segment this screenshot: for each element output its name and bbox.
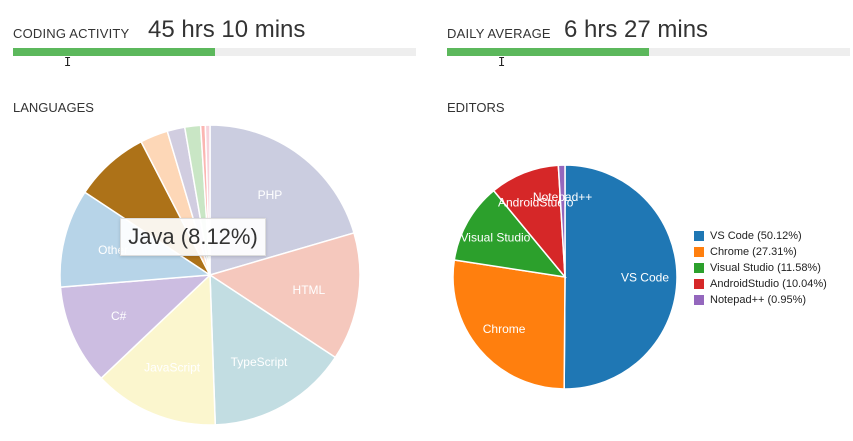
legend-swatch	[694, 231, 704, 241]
legend-swatch	[694, 279, 704, 289]
editors-slice-label: Chrome	[483, 322, 526, 336]
languages-title: LANGUAGES	[13, 100, 94, 115]
coding-activity-label: CODING ACTIVITY	[13, 26, 129, 41]
daily-average-stat: DAILY AVERAGE 6 hrs 27 mins I	[447, 12, 850, 62]
text-cursor-icon: I	[498, 56, 505, 68]
java-tooltip: Java (8.12%)	[120, 218, 266, 256]
coding-activity-value: 45 hrs 10 mins	[148, 16, 305, 44]
editors-slice-label: VS Code	[621, 270, 669, 284]
editors-title: EDITORS	[447, 100, 505, 115]
text-cursor-icon: I	[64, 56, 71, 68]
daily-average-progress-track	[447, 48, 850, 56]
languages-slice-label: TypeScript	[231, 355, 288, 369]
legend-item[interactable]: AndroidStudio (10.04%)	[694, 276, 827, 292]
languages-slice-label: PHP	[258, 188, 283, 202]
legend-item[interactable]: Chrome (27.31%)	[694, 244, 827, 260]
coding-activity-stat: CODING ACTIVITY 45 hrs 10 mins I	[13, 12, 416, 62]
legend-label: VS Code (50.12%)	[710, 230, 802, 242]
languages-slice-label: HTML	[293, 283, 326, 297]
daily-average-progress-fill	[447, 48, 649, 56]
legend-swatch	[694, 295, 704, 305]
coding-activity-progress-fill	[13, 48, 215, 56]
legend-item[interactable]: Notepad++ (0.95%)	[694, 292, 827, 308]
legend-label: Chrome (27.31%)	[710, 246, 797, 258]
editors-legend: VS Code (50.12%) Chrome (27.31%) Visual St…	[694, 228, 827, 308]
daily-average-label: DAILY AVERAGE	[447, 26, 551, 41]
legend-item[interactable]: VS Code (50.12%)	[694, 228, 827, 244]
coding-activity-progress-track	[13, 48, 416, 56]
legend-label: Visual Studio (11.58%)	[710, 262, 821, 274]
editors-slice-label: Notepad++	[533, 190, 592, 204]
languages-slice-label: C#	[111, 309, 127, 323]
editors-slice-label: Visual Studio	[461, 230, 531, 244]
legend-item[interactable]: Visual Studio (11.58%)	[694, 260, 827, 276]
daily-average-value: 6 hrs 27 mins	[564, 16, 708, 44]
legend-label: Notepad++ (0.95%)	[710, 294, 806, 306]
legend-swatch	[694, 247, 704, 257]
languages-slice-label: JavaScript	[144, 361, 201, 375]
legend-label: AndroidStudio (10.04%)	[710, 278, 827, 290]
legend-swatch	[694, 263, 704, 273]
